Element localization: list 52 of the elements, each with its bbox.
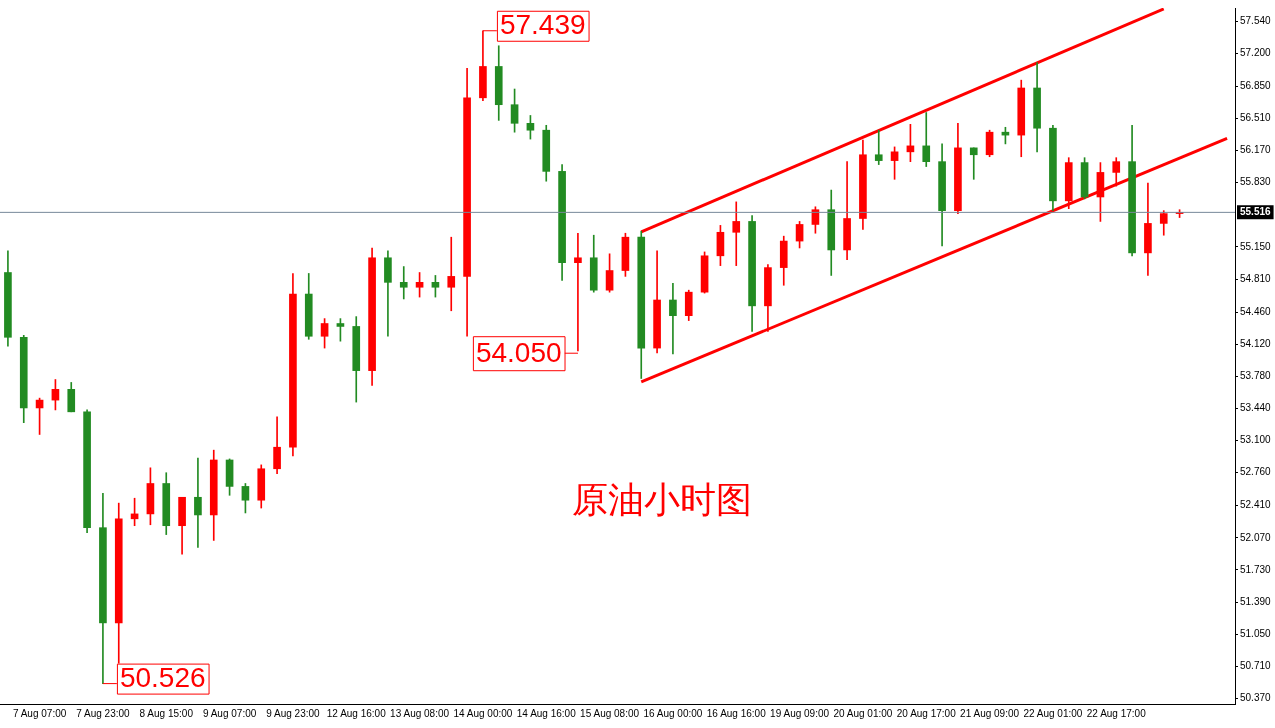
x-tick-label: 22 Aug 01:00 <box>1023 707 1083 719</box>
annotation: 57.439 <box>499 9 586 41</box>
candlestick <box>874 129 883 165</box>
x-tick-label: 12 Aug 16:00 <box>326 707 387 719</box>
x-tick-label: 9 Aug 23:00 <box>266 707 321 719</box>
y-tick-label: 52.760 <box>1240 466 1272 478</box>
candlestick <box>194 457 202 548</box>
y-tick-label: 55.150 <box>1240 240 1272 252</box>
x-tick-label: 8 Aug 15:00 <box>139 707 194 719</box>
y-tick-label: 56.850 <box>1240 80 1272 92</box>
candlestick <box>399 266 408 300</box>
x-tick-label: 14 Aug 00:00 <box>453 707 513 719</box>
x-tick-label: 19 Aug 09:00 <box>770 707 830 719</box>
x-tick-label: 22 Aug 17:00 <box>1086 707 1147 719</box>
y-tick-label: 50.370 <box>1240 692 1272 704</box>
candlestick <box>669 282 677 355</box>
y-tick-label: 53.100 <box>1240 434 1272 446</box>
x-tick-label: 9 Aug 07:00 <box>202 707 257 719</box>
x-tick-label: 15 Aug 08:00 <box>580 707 640 719</box>
annotation: 50.526 <box>119 662 206 694</box>
y-tick-label: 54.120 <box>1240 337 1272 349</box>
annotation: 原油小时图 <box>571 479 752 520</box>
y-tick-label: 54.460 <box>1240 305 1272 317</box>
y-tick-label: 56.170 <box>1240 144 1272 156</box>
y-tick-label: 51.730 <box>1240 563 1272 575</box>
x-tick-label: 7 Aug 07:00 <box>12 707 67 719</box>
y-tick-label: 51.050 <box>1240 627 1272 639</box>
x-tick-label: 13 Aug 08:00 <box>390 707 450 719</box>
annotation: 54.050 <box>475 336 562 368</box>
x-tick-label: 16 Aug 00:00 <box>643 707 703 719</box>
x-tick-label: 20 Aug 01:00 <box>833 707 893 719</box>
y-tick-label: 50.710 <box>1240 659 1272 671</box>
y-tick-label: 52.410 <box>1240 499 1272 511</box>
x-tick-label: 14 Aug 16:00 <box>516 707 577 719</box>
x-tick-label: 16 Aug 16:00 <box>706 707 767 719</box>
x-tick-label: 21 Aug 09:00 <box>960 707 1020 719</box>
x-tick-label: 20 Aug 17:00 <box>896 707 957 719</box>
y-tick-label: 52.070 <box>1240 531 1272 543</box>
y-tick-label: 57.540 <box>1240 14 1272 26</box>
candlestick <box>732 201 741 266</box>
x-tick-label: 7 Aug 23:00 <box>76 707 131 719</box>
y-tick-label: 55.830 <box>1240 176 1272 188</box>
y-tick-label: 51.390 <box>1240 595 1272 607</box>
candlestick <box>969 147 978 180</box>
y-tick-label: 57.200 <box>1240 47 1272 59</box>
candlestick <box>447 236 456 312</box>
y-tick-label: 53.780 <box>1240 370 1272 382</box>
ref-line-label: 55.516 <box>1240 206 1272 218</box>
candlestick <box>574 232 582 352</box>
y-tick-label: 56.510 <box>1240 112 1272 124</box>
y-tick-label: 53.440 <box>1240 402 1272 414</box>
y-tick-label: 54.810 <box>1240 272 1272 284</box>
